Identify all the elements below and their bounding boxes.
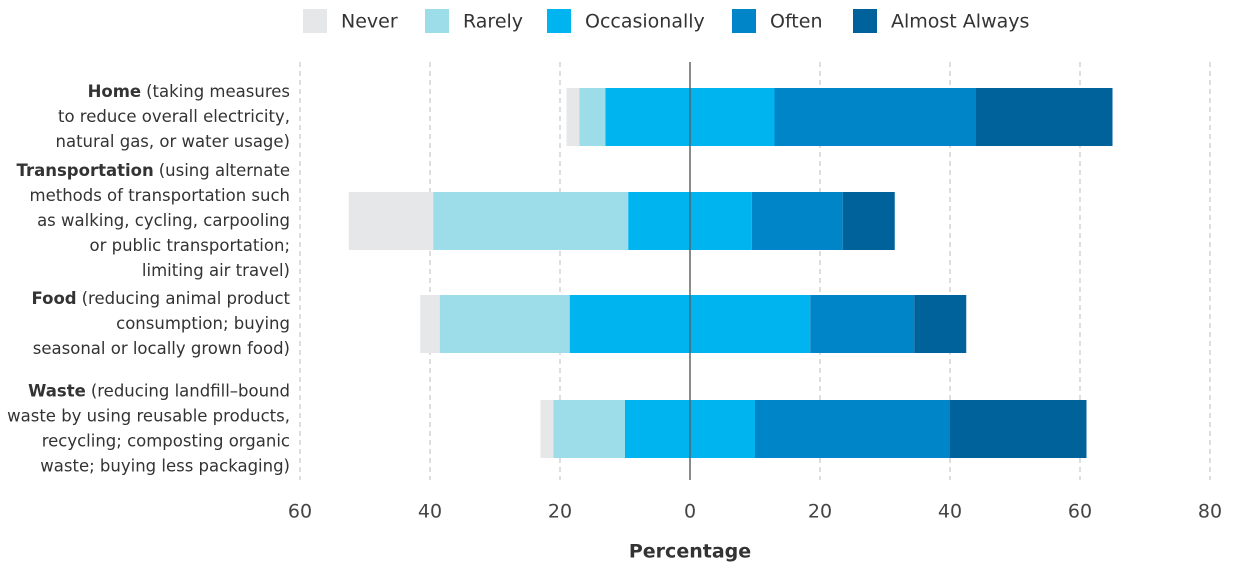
bar-segment: [348, 192, 434, 250]
x-axis-label: Percentage: [629, 541, 751, 563]
category-label: Food (reducing animal product: [32, 289, 291, 308]
category-description: seasonal or locally grown food): [33, 339, 290, 358]
category-description: as walking, cycling, carpooling: [37, 211, 290, 230]
category-description: recycling; composting organic: [42, 431, 290, 450]
category-label: limiting air travel): [142, 261, 290, 280]
legend-label: Never: [341, 11, 398, 33]
category-label: waste by using reusable products,: [7, 406, 290, 425]
category-name: Waste: [28, 381, 86, 400]
x-tick-label: 60: [1068, 501, 1092, 523]
category-description: waste by using reusable products,: [7, 406, 290, 425]
category-label: Waste (reducing landfill–bound: [28, 381, 290, 400]
legend-label: Occasionally: [585, 11, 705, 33]
legend-swatch: [732, 9, 756, 33]
category-label: seasonal or locally grown food): [33, 339, 290, 358]
category-label: or public transportation;: [89, 236, 290, 255]
bar-segment: [914, 295, 967, 353]
category-description: (taking measures: [146, 82, 290, 101]
category-description: (reducing animal product: [82, 289, 291, 308]
x-tick-label: 20: [808, 501, 832, 523]
category-label: to reduce overall electricity,: [58, 107, 290, 126]
bar-segment: [420, 295, 440, 353]
category-description: methods of transportation such: [30, 186, 291, 205]
legend-swatch: [303, 9, 327, 33]
bar-segment: [540, 400, 554, 458]
x-tick-label: 20: [548, 501, 572, 523]
bar-segment: [774, 88, 976, 146]
bar-segment: [439, 295, 570, 353]
category-label: as walking, cycling, carpooling: [37, 211, 290, 230]
x-tick-label: 40: [938, 501, 962, 523]
bar-segment: [755, 400, 950, 458]
category-description: waste; buying less packaging): [40, 456, 290, 475]
category-description: to reduce overall electricity,: [58, 107, 290, 126]
x-tick-label: 80: [1198, 501, 1222, 523]
x-tick-label: 40: [418, 501, 442, 523]
category-description: or public transportation;: [89, 236, 290, 255]
category-label: methods of transportation such: [30, 186, 291, 205]
category-description: natural gas, or water usage): [56, 132, 291, 151]
x-tick-label: 0: [684, 501, 696, 523]
category-label: waste; buying less packaging): [40, 456, 290, 475]
bar-segment: [553, 400, 625, 458]
category-label: Transportation (using alternate: [17, 161, 290, 180]
category-name: Home: [88, 82, 142, 101]
legend-label: Rarely: [463, 11, 523, 33]
category-description: consumption; buying: [116, 314, 290, 333]
bar-segment: [950, 400, 1087, 458]
legend-swatch: [425, 9, 449, 33]
legend-swatch: [853, 9, 877, 33]
category-description: (reducing landfill–bound: [91, 381, 290, 400]
legend-label: Often: [770, 11, 823, 33]
x-tick-label: 60: [288, 501, 312, 523]
category-description: (using alternate: [159, 161, 290, 180]
legend-swatch: [547, 9, 571, 33]
category-label: consumption; buying: [116, 314, 290, 333]
bar-segment: [842, 192, 895, 250]
bar-segment: [433, 192, 629, 250]
category-label: Home (taking measures: [88, 82, 290, 101]
category-label: natural gas, or water usage): [56, 132, 291, 151]
bar-segment: [566, 88, 580, 146]
category-name: Transportation: [17, 161, 154, 180]
bar-segment: [579, 88, 606, 146]
bar-segment: [751, 192, 843, 250]
legend-label: Almost Always: [891, 11, 1029, 33]
bar-segment: [976, 88, 1113, 146]
category-description: limiting air travel): [142, 261, 290, 280]
category-label: recycling; composting organic: [42, 431, 290, 450]
category-name: Food: [32, 289, 77, 308]
bar-segment: [810, 295, 915, 353]
